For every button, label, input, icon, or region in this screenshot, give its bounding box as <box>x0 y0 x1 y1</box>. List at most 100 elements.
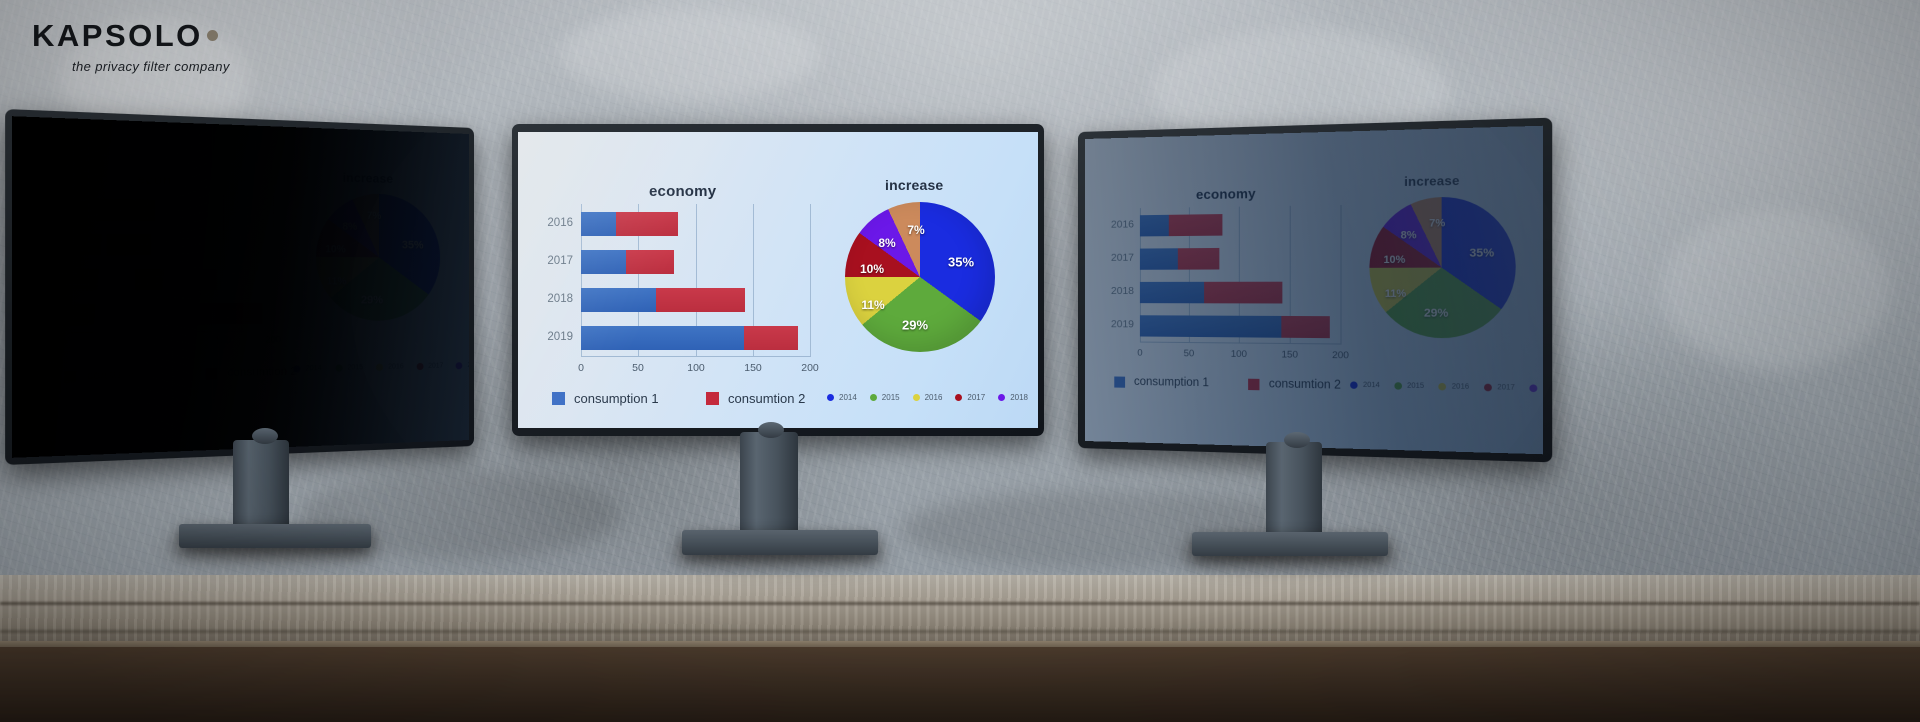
desk-plank-seam <box>0 602 1920 605</box>
pie-legend-label: 2018 <box>467 362 469 369</box>
pie-legend-label: 2014 <box>839 393 857 402</box>
bar-row-2019[interactable] <box>63 302 274 326</box>
bar-xtick-0: 0 <box>1137 347 1143 359</box>
bar-ytick-2019: 2019 <box>1110 318 1134 331</box>
bar-segment-consumption2 <box>744 326 799 350</box>
pie-legend-dot <box>869 394 877 401</box>
bar-row-2017[interactable] <box>1139 247 1342 270</box>
pie-chart-title: increase <box>1404 173 1460 190</box>
pie-label-2015: 29% <box>901 317 929 333</box>
pie-legend-label: 2015 <box>881 393 900 402</box>
bar-row-2017[interactable] <box>581 250 811 274</box>
bar-row-2018[interactable] <box>63 268 274 291</box>
bar-legend-consumption2[interactable]: consumtion 2 <box>205 365 297 380</box>
bar-ytick-2019: 2019 <box>30 306 57 320</box>
pie-label-2014: 35% <box>1469 246 1495 260</box>
bar-segment-consumption2 <box>106 233 152 256</box>
desk-front-face <box>0 647 1920 722</box>
pie-legend-item-2016[interactable]: 2016 <box>1438 382 1470 391</box>
pie-legend[interactable]: 2014 2015 2016 2017 2018 2019 <box>827 393 1038 402</box>
bar-segment-consumption1 <box>581 288 656 312</box>
pie-legend-dot <box>416 362 424 371</box>
pie-label-2019: 7% <box>907 223 925 237</box>
logo-tagline: the privacy filter company <box>72 59 230 74</box>
pie-label-2016: 11% <box>861 298 885 312</box>
pie-legend-item-2015[interactable]: 2015 <box>1393 382 1424 390</box>
pie-legend-item-2015[interactable]: 2015 <box>869 393 900 402</box>
pie-legend-item-2018[interactable]: 2018 <box>455 362 469 370</box>
bar-row-2016[interactable] <box>581 212 811 236</box>
pie-legend-item-2014[interactable]: 2014 <box>1350 381 1380 389</box>
legend-swatch-blue <box>552 392 565 405</box>
pie-chart[interactable]: increase 35% 29% 11% 10% 8% 7% 2014 2015… <box>293 169 469 388</box>
pie-legend-item-2017[interactable]: 2017 <box>416 362 444 371</box>
pie-label-2017: 10% <box>1383 254 1406 267</box>
pie-legend-dot <box>1350 381 1358 389</box>
left-monitor-stand-base <box>179 524 371 548</box>
center-monitor-stand-hinge <box>758 422 784 438</box>
bar-row-2018[interactable] <box>1139 281 1342 304</box>
desk-front-edge-highlight <box>0 641 1920 650</box>
pie-legend-item-2014[interactable]: 2014 <box>827 393 857 402</box>
legend-swatch-blue <box>1114 375 1126 388</box>
pie-legend-item-2017[interactable]: 2017 <box>1483 383 1515 392</box>
bar-row-2019[interactable] <box>1139 315 1342 339</box>
pie-legend[interactable]: 2014 2015 2016 2017 2018 2019 <box>1350 381 1543 393</box>
wall-blotch <box>560 10 820 100</box>
bar-legend-consumption2[interactable]: consumtion 2 <box>1248 378 1341 392</box>
bar-segment-consumption1 <box>581 326 745 350</box>
bar-ytick-2018: 2018 <box>30 271 57 284</box>
pie-legend-dot <box>998 394 1006 401</box>
bar-xtick-50: 50 <box>112 335 124 347</box>
pie-legend-item-2016[interactable]: 2016 <box>912 393 942 402</box>
bar-xtick-150: 150 <box>214 334 232 346</box>
pie-circle <box>845 202 995 352</box>
gridline <box>810 204 811 356</box>
pie-legend[interactable]: 2014 2015 2016 2017 2018 2019 <box>293 361 469 373</box>
pie-legend-label: 2016 <box>388 363 404 371</box>
pie-legend-item-2016[interactable]: 2016 <box>376 363 404 371</box>
bar-legend-consumption2[interactable]: consumtion 2 <box>706 391 805 406</box>
bar-legend-consumption1[interactable]: consumption 1 <box>63 368 168 383</box>
pie-label-2019: 7% <box>1429 217 1446 230</box>
bar-legend-consumption1[interactable]: consumption 1 <box>1114 375 1209 389</box>
right-monitor-stand-neck <box>1266 442 1322 542</box>
bar-chart-title: economy <box>649 183 717 200</box>
left-monitor-screen[interactable]: economy <box>12 116 469 458</box>
bar-chart-title: economy <box>1195 185 1256 203</box>
pie-legend-label: 2018 <box>1010 393 1028 402</box>
center-monitor-screen[interactable]: economy <box>518 132 1038 428</box>
bar-row-2016[interactable] <box>63 197 274 223</box>
bar-legend-consumption1[interactable]: consumption 1 <box>552 391 659 406</box>
pie-legend-dot <box>335 364 343 372</box>
right-monitor-screen[interactable]: economy <box>1085 125 1544 455</box>
pie-legend-label: 2015 <box>347 364 364 372</box>
bar-row-2016[interactable] <box>1139 212 1342 237</box>
pie-legend-item-2018[interactable]: 2018 <box>1529 384 1543 393</box>
left-monitor[interactable]: economy <box>5 109 476 465</box>
bar-ytick-2017: 2017 <box>1110 251 1134 264</box>
pie-legend-dot <box>1393 382 1402 390</box>
pie-legend-item-2018[interactable]: 2018 <box>998 393 1028 402</box>
bar-segment-consumption1 <box>1139 248 1179 270</box>
bar-row-2017[interactable] <box>63 232 274 257</box>
center-monitor[interactable]: economy <box>512 124 1046 438</box>
pie-legend-item-2017[interactable]: 2017 <box>955 393 985 402</box>
bar-row-2018[interactable] <box>581 288 811 312</box>
legend-label-consumption2: consumtion 2 <box>728 391 806 406</box>
pie-legend-label: 2017 <box>428 362 444 370</box>
pie-legend-label: 2016 <box>1451 383 1470 391</box>
bar-xtick-100: 100 <box>687 362 705 374</box>
pie-legend-label: 2017 <box>967 393 986 402</box>
left-monitor-stand-hinge <box>252 428 278 444</box>
pie-legend-item-2014[interactable]: 2014 <box>293 365 322 373</box>
pie-legend-label: 2014 <box>1362 381 1380 390</box>
pie-legend-item-2015[interactable]: 2015 <box>335 364 363 372</box>
right-monitor[interactable]: economy <box>1078 117 1553 463</box>
pie-chart[interactable]: increase 35% 29% 11% 10% 8% 7% 2014 2015… <box>823 177 1028 422</box>
bar-row-2019[interactable] <box>581 326 811 350</box>
right-monitor-stand-base <box>1192 532 1388 556</box>
pie-chart[interactable]: increase 35% 29% 11% 10% 8% 7% 2014 2015… <box>1348 171 1543 413</box>
bar-chart-plot-area <box>581 204 811 357</box>
